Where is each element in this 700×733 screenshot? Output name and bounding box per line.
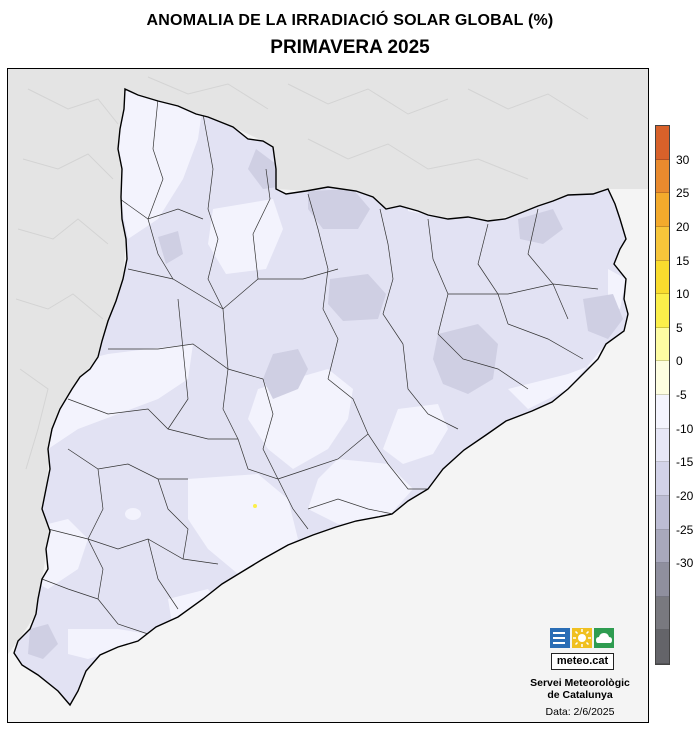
map-frame bbox=[7, 68, 649, 723]
surrounding-terrain bbox=[8, 69, 648, 654]
logo-cloud-icon bbox=[594, 628, 614, 648]
legend-swatch bbox=[656, 260, 669, 295]
legend-swatch bbox=[656, 529, 669, 564]
logo-text: meteo.cat bbox=[551, 653, 614, 670]
legend-swatch bbox=[656, 361, 669, 395]
legend-label: 10 bbox=[676, 287, 690, 302]
logo-bars-icon bbox=[550, 628, 570, 648]
legend-swatch bbox=[656, 495, 669, 530]
logo-sun-icon bbox=[572, 628, 592, 648]
legend-swatch bbox=[656, 596, 669, 631]
comarca-borders bbox=[41, 98, 599, 635]
legend-label: -10 bbox=[676, 421, 694, 436]
legend-label: 25 bbox=[676, 186, 690, 201]
legend-swatch bbox=[656, 563, 669, 597]
anomaly-speck bbox=[253, 504, 257, 508]
legend-label: 30 bbox=[676, 152, 690, 167]
legend-label: -25 bbox=[676, 522, 694, 537]
color-legend bbox=[655, 125, 670, 665]
meteocat-logo bbox=[549, 628, 615, 670]
legend-label: -5 bbox=[676, 388, 687, 402]
legend-label: -30 bbox=[676, 556, 694, 571]
legend-swatch bbox=[656, 630, 669, 664]
legend-swatch bbox=[656, 159, 669, 194]
legend-swatch bbox=[656, 126, 669, 160]
legend-swatch bbox=[656, 226, 669, 261]
legend-swatch bbox=[656, 428, 669, 463]
catalonia-map bbox=[8, 69, 648, 722]
legend-label: 15 bbox=[676, 253, 690, 268]
organization-name-line2: de Catalunya bbox=[547, 689, 613, 701]
legend-swatch bbox=[656, 395, 669, 429]
legend-label: 20 bbox=[676, 219, 690, 234]
legend-label: -15 bbox=[676, 455, 694, 470]
legend-label: 0 bbox=[676, 354, 683, 369]
legend-label: -20 bbox=[676, 488, 694, 503]
legend-swatch bbox=[656, 327, 669, 362]
map-subtitle: PRIMAVERA 2025 bbox=[270, 37, 430, 58]
legend-swatch bbox=[656, 294, 669, 328]
terrain-relief bbox=[15, 76, 589, 470]
map-title: ANOMALIA DE LA IRRADIACIÓ SOLAR GLOBAL (… bbox=[146, 12, 554, 29]
legend-swatch bbox=[656, 193, 669, 227]
legend-label: 5 bbox=[676, 320, 683, 335]
legend-swatch bbox=[656, 462, 669, 496]
issue-date: Data: 2/6/2025 bbox=[545, 706, 615, 718]
anomaly-band-minus15-to-minus10 bbox=[28, 149, 623, 659]
organization-name-line1: Servei Meteorològic bbox=[530, 677, 630, 689]
